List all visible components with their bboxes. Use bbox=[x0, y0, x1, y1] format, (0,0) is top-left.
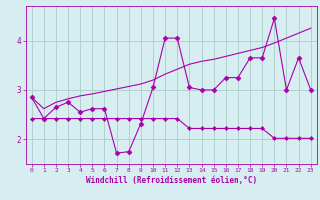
X-axis label: Windchill (Refroidissement éolien,°C): Windchill (Refroidissement éolien,°C) bbox=[86, 176, 257, 185]
